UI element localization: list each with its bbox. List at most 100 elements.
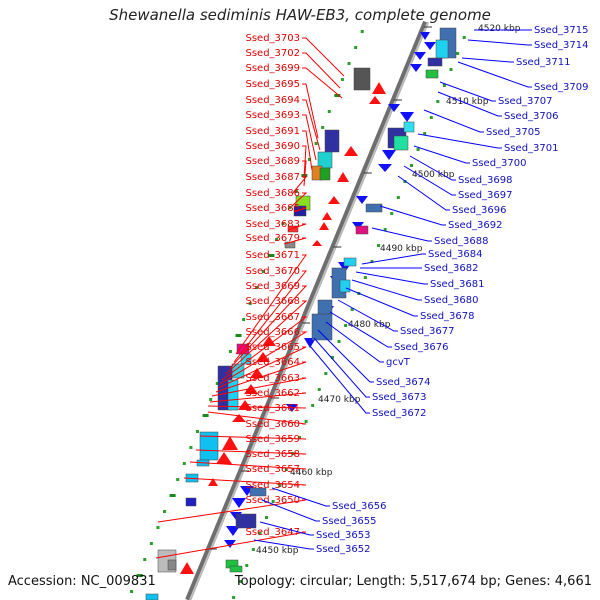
gene-block bbox=[240, 353, 252, 365]
leader-line bbox=[302, 67, 343, 99]
gene-label-right: Ssed_3655 bbox=[322, 516, 377, 527]
gene-block bbox=[311, 313, 333, 341]
gene-label-left: Ssed_3669 bbox=[245, 281, 300, 292]
gc-dot bbox=[442, 84, 446, 87]
gene-label-left: Ssed_3671 bbox=[245, 250, 300, 261]
reverse-gene bbox=[410, 64, 422, 72]
gc-dot bbox=[143, 558, 147, 561]
gc-dot bbox=[235, 334, 242, 337]
forward-gene bbox=[322, 212, 332, 220]
gene-label-left: Ssed_3695 bbox=[245, 79, 300, 90]
leader-line bbox=[217, 346, 307, 389]
forward-gene bbox=[312, 240, 322, 246]
gene-label-right: Ssed_3656 bbox=[332, 501, 387, 512]
reverse-gene bbox=[304, 338, 316, 348]
leader-line bbox=[207, 405, 307, 409]
gc-dot bbox=[278, 484, 282, 487]
gene-block bbox=[167, 559, 177, 571]
gc-dot bbox=[314, 142, 318, 145]
gc-dot bbox=[261, 270, 265, 273]
reverse-gene bbox=[226, 526, 240, 536]
forward-gene bbox=[222, 436, 238, 450]
gene-label-left: Ssed_3693 bbox=[245, 110, 300, 121]
forward-gene bbox=[372, 82, 386, 94]
leader-line bbox=[302, 99, 321, 151]
leader-line bbox=[291, 176, 308, 195]
gene-label-right: Ssed_3682 bbox=[424, 263, 479, 274]
gc-dot bbox=[340, 78, 344, 81]
gc-dot bbox=[284, 468, 288, 471]
leader-line bbox=[291, 192, 308, 207]
gene-label-right: Ssed_3673 bbox=[372, 392, 427, 403]
gc-dot bbox=[251, 548, 255, 551]
leader-line bbox=[253, 539, 314, 550]
gene-label-right: Ssed_3677 bbox=[400, 326, 455, 337]
leader-line bbox=[221, 316, 308, 381]
gene-label-right: Ssed_3698 bbox=[458, 175, 513, 186]
leader-line bbox=[225, 300, 308, 375]
gc-dot bbox=[363, 276, 367, 279]
leader-line bbox=[461, 57, 514, 63]
gene-label-right: gcvT bbox=[386, 357, 411, 368]
gene-block bbox=[235, 513, 257, 529]
gene-block bbox=[145, 593, 159, 600]
gene-label-right: Ssed_3684 bbox=[428, 249, 483, 260]
gc-dot bbox=[370, 260, 374, 263]
gene-block bbox=[355, 225, 369, 235]
gene-label-right: Ssed_3701 bbox=[504, 143, 559, 154]
gene-label-right: Ssed_3700 bbox=[472, 158, 527, 169]
gc-dot bbox=[330, 356, 334, 359]
leader-line bbox=[189, 461, 307, 470]
gc-dot bbox=[311, 404, 315, 407]
gc-dot bbox=[238, 580, 242, 583]
gene-label-right: Ssed_3676 bbox=[394, 342, 449, 353]
gc-dot bbox=[215, 382, 219, 385]
tick-label: 4470 kbp bbox=[318, 395, 361, 405]
gene-label-right: Ssed_3696 bbox=[452, 205, 507, 216]
gene-label-left: Ssed_3666 bbox=[245, 327, 300, 338]
gene-label-left: Ssed_3654 bbox=[245, 480, 300, 491]
gene-block bbox=[319, 167, 331, 181]
tick-label: 4460 kbp bbox=[290, 468, 333, 478]
gene-label-left: Ssed_3658 bbox=[245, 449, 300, 460]
leader-line bbox=[397, 175, 450, 211]
gene-label-left: Ssed_3679 bbox=[245, 233, 300, 244]
leader-line bbox=[467, 39, 532, 46]
leader-line bbox=[183, 477, 307, 486]
gene-block bbox=[185, 497, 197, 507]
leader-line bbox=[207, 411, 307, 425]
gene-label-left: Ssed_3659 bbox=[245, 434, 300, 445]
gc-dot bbox=[327, 110, 331, 113]
reverse-gene bbox=[388, 104, 400, 112]
leader-line bbox=[417, 133, 502, 149]
reverse-gene bbox=[382, 150, 396, 160]
gene-label-left: Ssed_3686 bbox=[245, 188, 300, 199]
leader-line bbox=[211, 377, 307, 397]
leader-line bbox=[302, 114, 317, 161]
leader-line bbox=[293, 207, 307, 213]
leader-line bbox=[329, 311, 392, 348]
gc-dot bbox=[169, 494, 176, 497]
gene-label-left: Ssed_3687 bbox=[245, 172, 300, 183]
gc-dot bbox=[429, 116, 433, 119]
gene-label-left: Ssed_3667 bbox=[245, 312, 300, 323]
gc-dot bbox=[268, 254, 275, 257]
leader-line bbox=[195, 449, 307, 455]
gene-block bbox=[229, 565, 243, 573]
gc-dot bbox=[209, 398, 213, 401]
gene-block bbox=[393, 135, 409, 151]
tick-label: 4510 kbp bbox=[446, 97, 489, 107]
leader-line bbox=[219, 331, 308, 385]
leader-line bbox=[261, 499, 320, 522]
gc-dot bbox=[390, 212, 394, 215]
reverse-gene bbox=[400, 112, 414, 122]
leader-line bbox=[302, 145, 307, 179]
leader-line bbox=[355, 271, 428, 285]
gene-block bbox=[287, 225, 299, 233]
gc-dot bbox=[321, 126, 325, 129]
gc-dot bbox=[255, 286, 259, 289]
forward-gene bbox=[319, 222, 329, 230]
tick-label: 4500 kbp bbox=[412, 170, 455, 180]
gene-label-left: Ssed_3650 bbox=[245, 495, 300, 506]
